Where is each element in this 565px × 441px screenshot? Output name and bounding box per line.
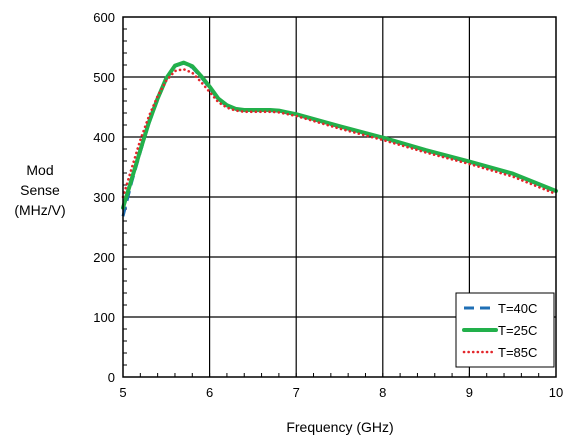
x-tick-label: 6	[206, 385, 213, 400]
series-line-1	[121, 61, 557, 217]
y-axis-label-line-3: (MHz/V)	[14, 202, 66, 218]
y-tick-label: 500	[93, 70, 115, 85]
legend-label-3: T=85C	[498, 345, 537, 360]
y-axis-label-line-1: Mod	[26, 162, 54, 178]
y-tick-label: 400	[93, 130, 115, 145]
series-line-2	[121, 60, 558, 210]
x-axis-label: Frequency (GHz)	[286, 419, 394, 435]
y-tick-label: 300	[93, 190, 115, 205]
series-group	[121, 60, 558, 217]
x-tick-label: 9	[466, 385, 473, 400]
y-tick-label: 100	[93, 310, 115, 325]
legend-label-1: T=40C	[498, 301, 537, 316]
series-line-3	[121, 67, 558, 199]
y-tick-label: 600	[93, 10, 115, 25]
y-axis-label-line-2: Sense	[20, 182, 60, 198]
legend: T=40C T=25C T=85C	[455, 292, 555, 368]
x-tick-label: 5	[119, 385, 126, 400]
x-tick-label: 7	[293, 385, 300, 400]
x-tick-label: 10	[549, 385, 563, 400]
y-tick-label: 200	[93, 250, 115, 265]
x-tick-label: 8	[379, 385, 386, 400]
y-axis-label: Mod Sense (MHz/V)	[0, 160, 80, 220]
legend-label-2: T=25C	[498, 323, 537, 338]
plot-frame	[122, 16, 557, 378]
y-tick-label: 0	[108, 370, 115, 385]
